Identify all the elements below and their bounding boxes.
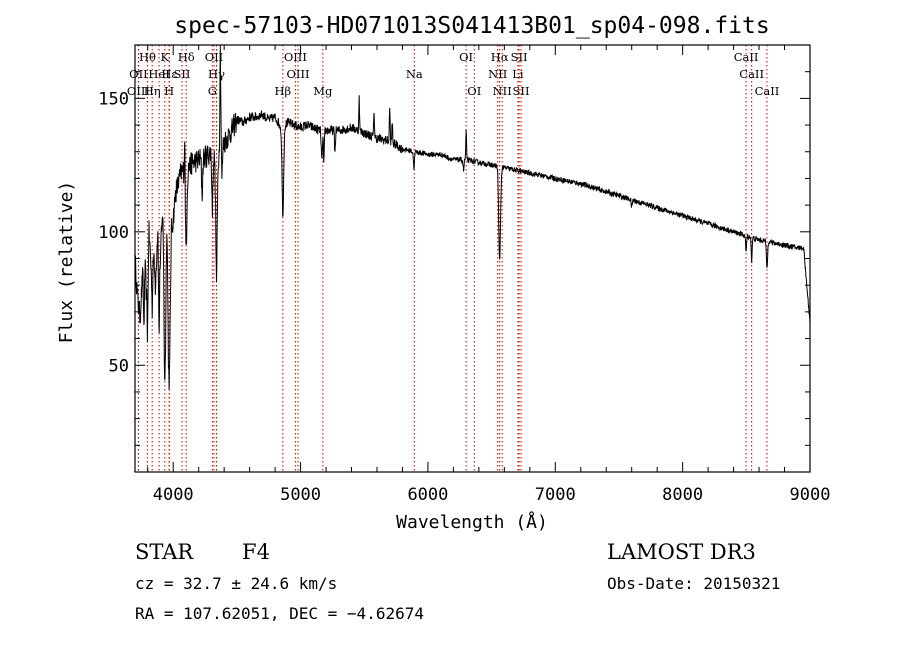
reference-line-label: HeI (148, 67, 169, 81)
reference-line-label: Mg (313, 84, 333, 98)
x-tick-label: 7000 (535, 485, 576, 505)
redshift-text: cz = 32.7 ± 24.6 km/s (135, 574, 338, 593)
chart-title: spec-57103-HD071013S041413B01_sp04-098.f… (174, 13, 769, 39)
object-subclass: F4 (242, 540, 270, 564)
y-axis-ticks: 50 100 150 (98, 44, 810, 473)
reference-line-label: OI (459, 50, 473, 64)
plot-frame (134, 44, 811, 473)
reference-line-label: G (208, 84, 217, 98)
y-tick-label: 150 (98, 89, 129, 109)
obs-date-text: Obs-Date: 20150321 (607, 574, 781, 593)
reference-line-label: OIII (284, 50, 307, 64)
reference-line-label: OII (129, 67, 148, 81)
reference-lines (137, 45, 768, 472)
spectrum-line (134, 44, 811, 390)
reference-line-label: OIII (286, 67, 309, 81)
x-tick-label: 8000 (662, 485, 703, 505)
reference-line-label: Li (512, 67, 524, 81)
reference-line-label: OI (467, 84, 481, 98)
reference-line-label: NII (493, 84, 512, 98)
reference-line-label: OIII (127, 84, 150, 98)
reference-line-label: Hβ (275, 84, 292, 98)
x-axis-ticks: 4000 5000 6000 7000 8000 9000 (147, 45, 831, 505)
x-axis-title: Wavelength (Å) (396, 511, 548, 533)
reference-line-label: OII (205, 50, 224, 64)
object-class: STAR (135, 540, 194, 564)
reference-line-label: Hα (491, 50, 509, 64)
reference-line-label: SII (511, 50, 528, 64)
survey-name: LAMOST DR3 (607, 540, 756, 564)
x-tick-label: 5000 (280, 485, 321, 505)
reference-line-label: Hε (161, 67, 177, 81)
y-tick-label: 50 (109, 356, 129, 376)
coordinates-text: RA = 107.62051, DEC = −4.62674 (135, 604, 424, 623)
reference-line-label: Na (406, 67, 423, 81)
reference-line-label: Hη (144, 84, 161, 98)
reference-line-label: Hγ (208, 67, 225, 81)
reference-line-label: CaII (739, 67, 764, 81)
reference-line-label: CaII (734, 50, 759, 64)
x-tick-label: 6000 (407, 485, 448, 505)
reference-line-label: SII (174, 67, 191, 81)
y-axis-title: Flux (relative) (56, 181, 77, 344)
x-tick-label: 4000 (153, 485, 194, 505)
reference-line-label: SII (513, 84, 530, 98)
reference-line-label: NII (488, 67, 507, 81)
x-tick-label: 9000 (790, 485, 831, 505)
reference-line-label: CaII (755, 84, 780, 98)
reference-line-label: Hθ (139, 50, 156, 64)
reference-line-label: Hδ (178, 50, 195, 64)
reference-line-label: H (164, 84, 174, 98)
reference-line-label: K (161, 50, 170, 64)
y-tick-label: 100 (98, 223, 129, 243)
